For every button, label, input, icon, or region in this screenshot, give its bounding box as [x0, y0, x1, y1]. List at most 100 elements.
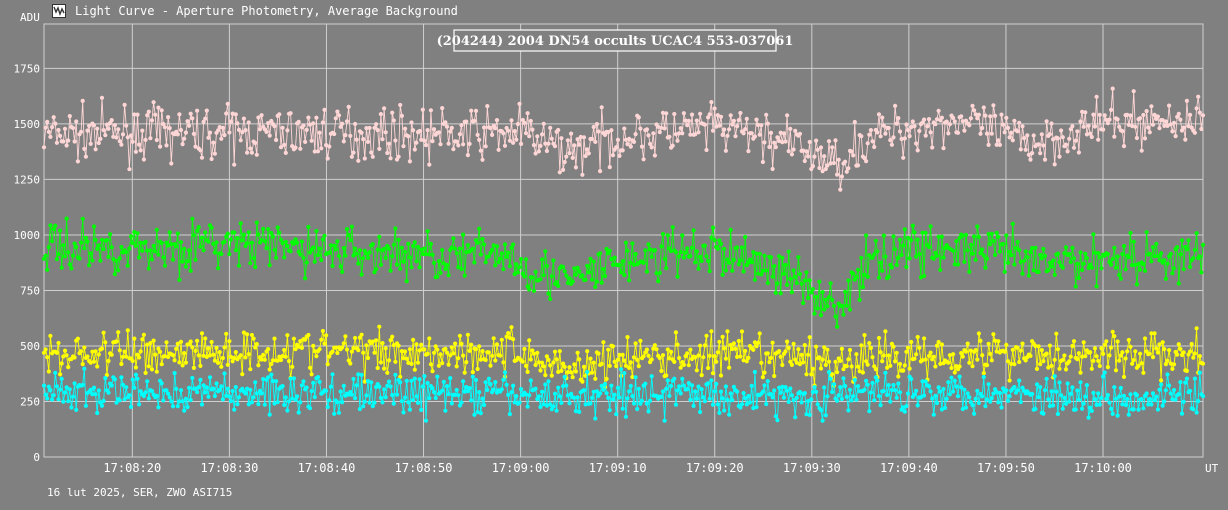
series-3-point — [569, 370, 574, 375]
series-2-point — [565, 280, 571, 286]
series-3-point — [351, 345, 356, 351]
series-3-point — [117, 348, 122, 353]
series-4-point — [1070, 385, 1075, 390]
series-2-point — [941, 255, 946, 260]
series-3-point — [1028, 353, 1033, 358]
series-2-point — [628, 260, 633, 265]
series-1-point — [1020, 124, 1025, 129]
series-3-point — [777, 349, 782, 354]
series-4-point — [1018, 399, 1023, 405]
series-1-point — [1157, 126, 1162, 131]
series-3-point — [348, 361, 353, 366]
series-1-point — [660, 110, 666, 115]
series-1-point — [696, 130, 701, 135]
series-3-point — [825, 347, 830, 352]
series-1-point — [225, 101, 230, 106]
series-2-point — [575, 265, 580, 270]
series-4-point — [960, 406, 965, 412]
series-3-point — [1067, 359, 1072, 364]
series-2-point — [1005, 260, 1011, 265]
series-4-point — [449, 401, 454, 406]
series-2-point — [319, 257, 324, 263]
series-2-point — [62, 254, 68, 259]
series-2-point — [851, 271, 856, 276]
series-4-point — [843, 383, 848, 389]
series-2-point — [604, 246, 609, 251]
series-3-point — [398, 374, 403, 379]
series-2-point — [704, 254, 709, 259]
series-4-point — [725, 397, 730, 402]
series-3-point — [559, 368, 564, 373]
series-4-point — [90, 392, 95, 397]
series-2-point — [1113, 265, 1119, 270]
series-4-point — [267, 412, 272, 417]
series-3-point — [577, 357, 582, 362]
series-2-point — [970, 251, 975, 256]
series-3-point — [385, 370, 390, 375]
series-3-point — [461, 353, 466, 358]
series-1-point — [195, 108, 200, 113]
series-4-point — [794, 395, 799, 400]
series-1-point — [75, 159, 80, 164]
series-4-point — [565, 393, 571, 398]
series-4-point — [918, 395, 924, 400]
series-1-point — [946, 131, 951, 136]
series-1-point — [293, 145, 298, 150]
series-4-point — [1126, 412, 1131, 417]
series-2-point — [1002, 269, 1007, 274]
series-2-point — [356, 261, 361, 266]
series-3-point — [857, 369, 862, 374]
series-4-point — [806, 399, 811, 404]
series-4-point — [636, 386, 641, 391]
series-2-point — [617, 262, 622, 267]
series-1-point — [915, 148, 920, 153]
series-1-point — [1171, 120, 1177, 125]
series-3-point — [59, 361, 64, 366]
series-3-point — [546, 357, 551, 362]
series-2-point — [936, 234, 941, 239]
series-4-point — [324, 388, 329, 393]
series-3-point — [1015, 345, 1020, 350]
series-3-point — [573, 369, 579, 374]
series-3-point — [652, 343, 658, 348]
series-1-point — [586, 151, 591, 156]
series-2-point — [696, 266, 701, 271]
series-4-point — [1131, 407, 1136, 412]
series-3-point — [1088, 350, 1093, 355]
series-1-point — [1067, 136, 1072, 141]
series-4-point — [902, 409, 907, 414]
series-3-point — [261, 352, 266, 357]
series-2-point — [333, 247, 338, 252]
series-1-point — [159, 108, 164, 113]
series-4-point — [564, 383, 569, 388]
series-1-point — [246, 120, 251, 125]
series-4-point — [354, 383, 359, 388]
series-3-point — [1102, 342, 1107, 347]
series-3-point — [710, 371, 716, 376]
series-3-point — [806, 352, 811, 357]
series-1-point — [211, 140, 216, 145]
series-1-point — [577, 142, 582, 147]
series-3-point — [106, 358, 111, 364]
series-3-point — [897, 361, 903, 367]
series-1-point — [1010, 138, 1015, 143]
series-3-point — [641, 354, 646, 359]
series-4-point — [69, 405, 74, 410]
series-2-point — [132, 230, 137, 235]
series-3-point — [1047, 343, 1052, 348]
series-2-point — [219, 251, 224, 257]
series-2-point — [330, 263, 335, 269]
series-2-point — [864, 233, 869, 238]
series-4-point — [58, 387, 63, 392]
series-4-point — [248, 387, 253, 392]
series-2-point — [444, 262, 450, 268]
series-4-point — [1059, 393, 1064, 398]
series-1-point — [947, 122, 953, 127]
series-3-point — [636, 364, 641, 369]
series-2-point — [1200, 242, 1206, 247]
series-3-point — [772, 373, 777, 379]
series-4-point — [1034, 382, 1040, 387]
series-1-point — [1038, 151, 1043, 156]
series-4-point — [1068, 391, 1073, 396]
series-2-point — [199, 235, 205, 240]
